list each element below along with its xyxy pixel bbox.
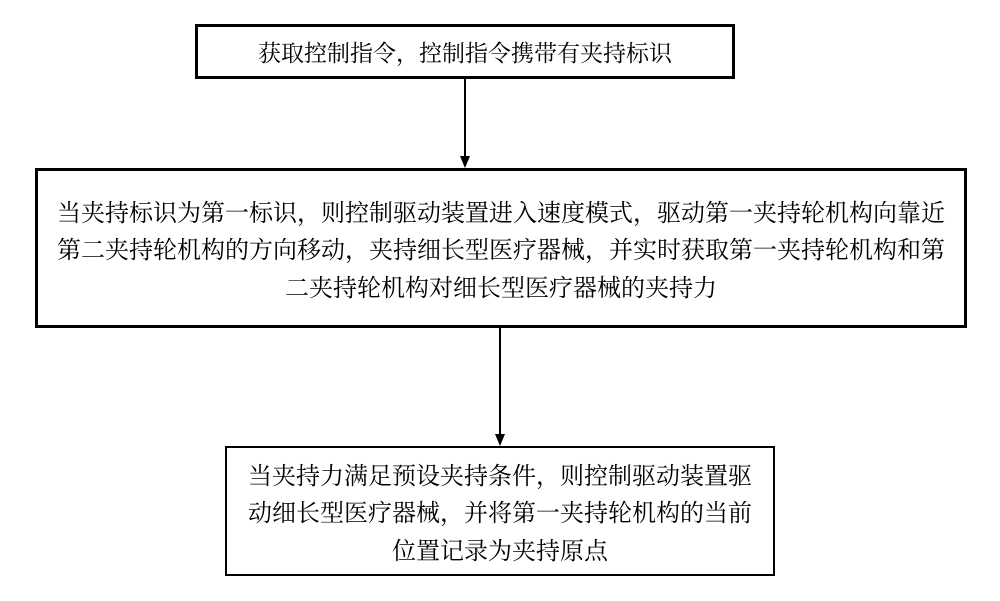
flowchart-node-n1: 获取控制指令，控制指令携带有夹持标识 (195, 24, 735, 79)
flowchart-node-n3: 当夹持力满足预设夹持条件，则控制驱动装置驱动细长型医疗器械，并将第一夹持轮机构的… (225, 446, 775, 576)
flowchart-canvas: 获取控制指令，控制指令携带有夹持标识当夹持标识为第一标识，则控制驱动装置进入速度… (0, 0, 1000, 601)
flowchart-node-n2: 当夹持标识为第一标识，则控制驱动装置进入速度模式，驱动第一夹持轮机构向靠近第二夹… (35, 168, 967, 328)
